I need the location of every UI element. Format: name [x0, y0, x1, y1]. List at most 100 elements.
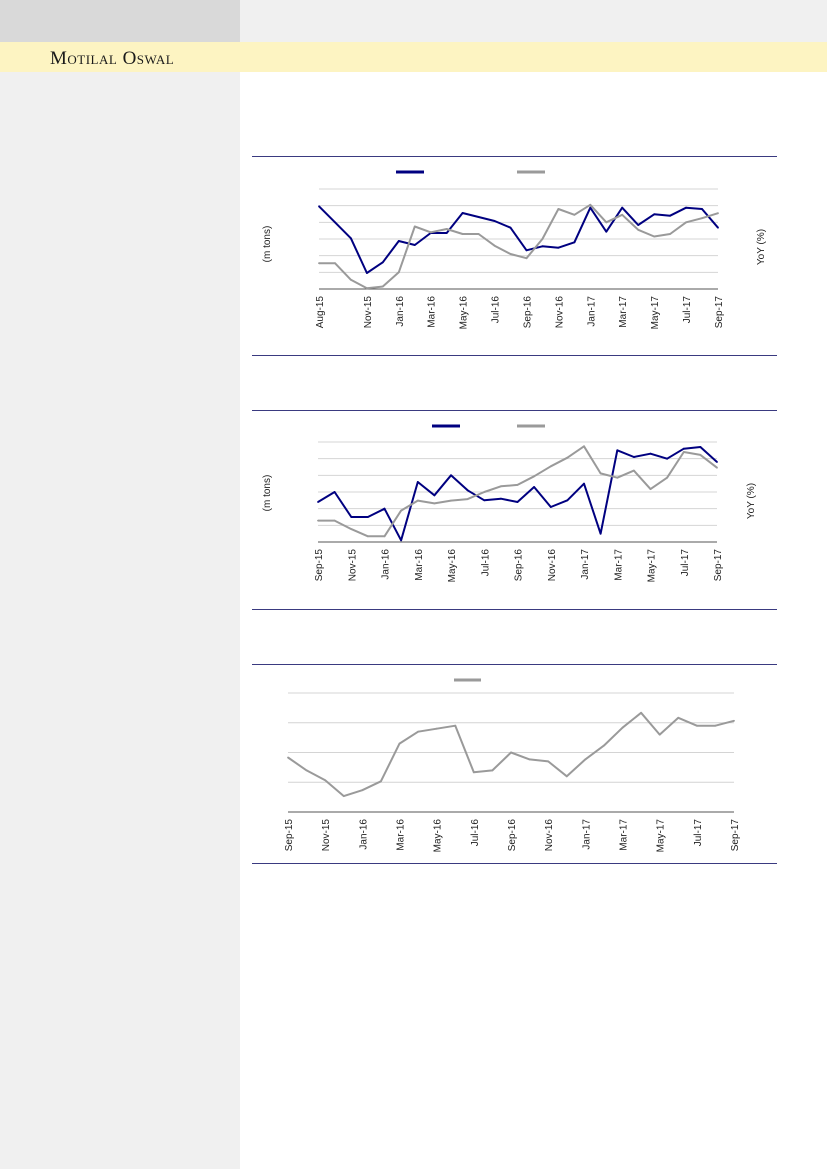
data-point: [653, 235, 656, 238]
data-point: [717, 226, 719, 229]
data-point: [547, 760, 550, 763]
data-point: [583, 445, 585, 448]
data-point: [413, 244, 416, 246]
data-point: [334, 221, 336, 224]
data-point: [493, 220, 496, 222]
data-point: [573, 241, 576, 244]
data-point: [317, 501, 319, 503]
chart-2-top-rule: [252, 410, 777, 411]
data-point: [491, 769, 494, 772]
data-point: [699, 446, 702, 448]
x-tick-label: Mar-17: [618, 296, 629, 328]
x-tick-label: Mar-16: [396, 819, 407, 851]
x-tick-label: Sep-15: [314, 549, 325, 582]
data-point: [477, 216, 480, 218]
brand-logo: Motilal Oswal: [50, 48, 175, 69]
data-point: [621, 213, 624, 216]
data-point: [509, 226, 512, 229]
data-point: [566, 499, 569, 502]
x-tick-label: Nov-16: [544, 819, 555, 852]
data-point: [466, 489, 469, 492]
data-point: [461, 212, 464, 214]
data-point: [400, 509, 402, 512]
x-tick-label: Sep-15: [284, 819, 295, 852]
series-line-1: [287, 711, 735, 798]
data-point: [533, 486, 535, 488]
data-point: [429, 231, 432, 234]
data-point: [637, 224, 640, 226]
data-point: [677, 716, 680, 719]
data-point: [381, 261, 384, 264]
data-point: [528, 758, 531, 761]
x-tick-label: Sep-16: [522, 296, 533, 329]
x-tick-label: Aug-15: [315, 296, 326, 329]
top-bar-left-block: [0, 0, 240, 42]
data-point: [516, 501, 519, 503]
data-point: [318, 262, 320, 265]
x-tick-label: Mar-16: [427, 296, 438, 328]
data-point: [603, 744, 605, 747]
x-tick-label: Nov-15: [347, 549, 358, 582]
data-point: [533, 475, 535, 478]
x-tick-label: Mar-17: [619, 819, 630, 851]
data-point: [483, 491, 486, 493]
data-point: [366, 287, 368, 290]
data-point: [493, 244, 496, 247]
data-point: [350, 516, 353, 518]
x-tick-label: Nov-16: [547, 549, 558, 582]
data-point: [333, 491, 336, 493]
data-point: [342, 795, 345, 797]
data-point: [454, 724, 457, 727]
data-point: [413, 225, 416, 228]
data-point: [445, 232, 448, 234]
x-tick-label: Nov-16: [554, 296, 565, 329]
data-point: [616, 449, 619, 452]
y-axis-label: (m tons): [262, 475, 273, 512]
x-tick-label: May-16: [433, 819, 444, 853]
data-point: [557, 246, 560, 249]
data-point: [466, 498, 469, 500]
data-point: [450, 474, 452, 477]
data-point: [317, 519, 319, 522]
data-point: [483, 499, 486, 502]
data-point: [616, 476, 619, 479]
data-point: [682, 451, 685, 453]
data-point: [367, 516, 369, 518]
x-tick-label: Jul-16: [470, 819, 481, 847]
x-tick-label: Sep-17: [730, 819, 741, 852]
data-point: [649, 452, 652, 455]
x-tick-label: May-17: [647, 549, 658, 583]
x-tick-label: Jul-17: [680, 549, 691, 577]
data-point: [350, 237, 352, 240]
x-tick-label: Jan-16: [395, 296, 406, 327]
x-tick-label: Sep-16: [514, 549, 525, 582]
data-point: [717, 212, 719, 215]
data-point: [666, 457, 668, 460]
brand-bar: [0, 42, 827, 72]
data-point: [350, 528, 353, 530]
data-point: [500, 485, 502, 488]
data-point: [589, 203, 592, 206]
x-tick-label: Nov-15: [321, 819, 332, 852]
data-point: [633, 469, 635, 472]
x-tick-label: May-16: [447, 549, 458, 583]
x-tick-label: Sep-17: [713, 549, 724, 582]
data-point: [416, 481, 419, 483]
data-point: [477, 233, 480, 235]
x-tick-label: Jan-17: [580, 549, 591, 580]
data-point: [525, 249, 528, 252]
data-point: [583, 482, 585, 485]
data-point: [669, 214, 671, 217]
data-point: [701, 208, 703, 210]
data-point: [584, 758, 587, 761]
data-point: [435, 727, 438, 730]
data-point: [658, 733, 661, 736]
x-tick-label: Jul-17: [682, 296, 693, 324]
data-point: [541, 238, 544, 240]
data-point: [350, 278, 352, 281]
x-tick-label: May-17: [656, 819, 667, 853]
data-point: [509, 253, 512, 255]
x-tick-label: Jan-17: [581, 819, 592, 850]
